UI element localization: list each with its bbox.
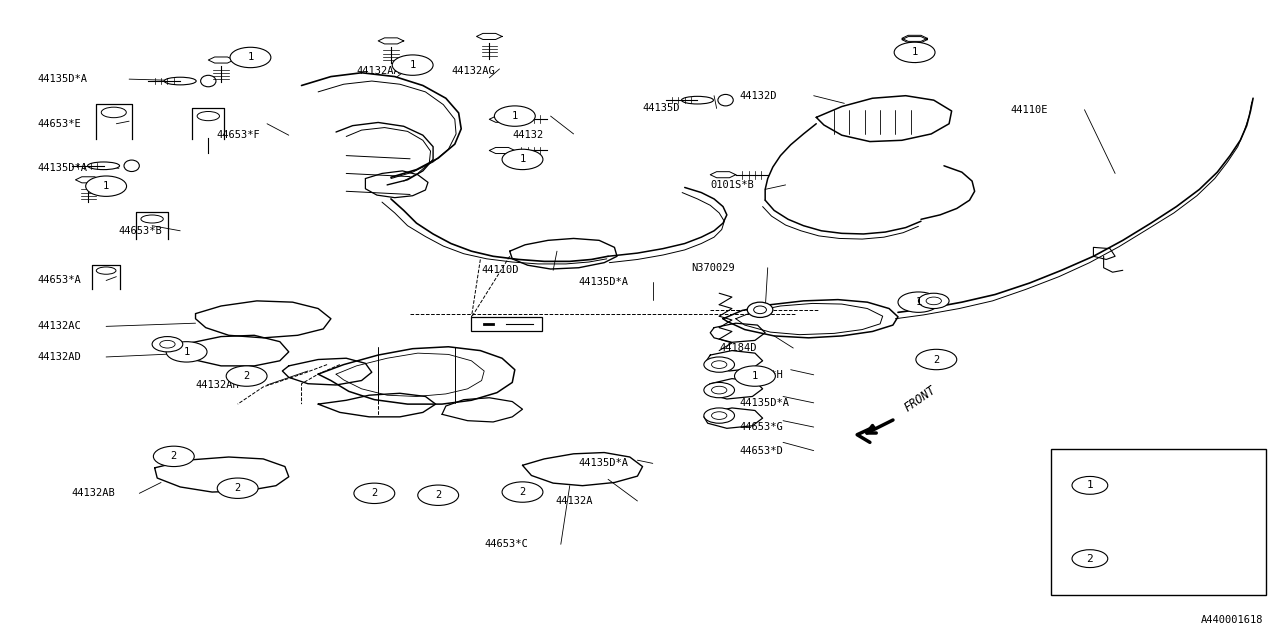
Circle shape bbox=[704, 383, 735, 397]
Text: 44110E: 44110E bbox=[1010, 105, 1048, 115]
Text: 44135D*A: 44135D*A bbox=[740, 398, 790, 408]
Circle shape bbox=[704, 357, 735, 372]
Circle shape bbox=[166, 342, 207, 362]
Ellipse shape bbox=[96, 267, 116, 275]
Text: 0101S*B: 0101S*B bbox=[710, 180, 754, 190]
Text: 1: 1 bbox=[183, 347, 189, 357]
Circle shape bbox=[502, 149, 543, 170]
Ellipse shape bbox=[101, 107, 127, 118]
Text: 44135D*A: 44135D*A bbox=[579, 458, 628, 468]
Text: 1: 1 bbox=[512, 111, 518, 121]
Text: 44135D*A: 44135D*A bbox=[37, 163, 87, 173]
Ellipse shape bbox=[201, 76, 216, 87]
Text: 2: 2 bbox=[243, 371, 250, 381]
Text: 44653*D: 44653*D bbox=[740, 445, 783, 456]
Text: 44653*B: 44653*B bbox=[119, 226, 163, 236]
Circle shape bbox=[916, 349, 956, 370]
Text: 44154: 44154 bbox=[471, 319, 503, 329]
Circle shape bbox=[895, 42, 934, 63]
Circle shape bbox=[417, 485, 458, 506]
Text: 2: 2 bbox=[234, 483, 241, 493]
Ellipse shape bbox=[718, 95, 733, 106]
Polygon shape bbox=[378, 38, 403, 44]
Text: 44132: 44132 bbox=[512, 130, 544, 140]
Circle shape bbox=[1073, 550, 1107, 568]
Text: 2: 2 bbox=[371, 488, 378, 499]
Text: 1: 1 bbox=[915, 297, 922, 307]
Circle shape bbox=[154, 446, 195, 467]
Polygon shape bbox=[489, 116, 515, 122]
Circle shape bbox=[919, 293, 948, 308]
Ellipse shape bbox=[124, 160, 140, 172]
Text: 44653*A: 44653*A bbox=[37, 275, 81, 285]
Circle shape bbox=[899, 292, 938, 312]
Ellipse shape bbox=[197, 111, 219, 121]
Text: 44110D: 44110D bbox=[481, 266, 520, 275]
Circle shape bbox=[1073, 476, 1107, 494]
Circle shape bbox=[152, 337, 183, 352]
Text: 2: 2 bbox=[435, 490, 442, 500]
Text: 44184D: 44184D bbox=[719, 343, 756, 353]
Polygon shape bbox=[76, 177, 101, 183]
Ellipse shape bbox=[748, 302, 773, 317]
Circle shape bbox=[392, 55, 433, 76]
Text: 1: 1 bbox=[911, 47, 918, 58]
Text: 44653*H: 44653*H bbox=[740, 370, 783, 380]
Text: 44135D: 44135D bbox=[643, 104, 680, 113]
Text: 44132AD: 44132AD bbox=[37, 352, 81, 362]
Text: 1: 1 bbox=[247, 52, 253, 63]
Text: 44653*C: 44653*C bbox=[484, 540, 527, 549]
Text: 1: 1 bbox=[520, 154, 526, 164]
Circle shape bbox=[86, 176, 127, 196]
Circle shape bbox=[735, 366, 776, 387]
Ellipse shape bbox=[141, 215, 164, 223]
Polygon shape bbox=[489, 147, 515, 154]
Circle shape bbox=[230, 47, 271, 68]
Text: 44132A: 44132A bbox=[556, 496, 593, 506]
Ellipse shape bbox=[87, 162, 119, 170]
Circle shape bbox=[494, 106, 535, 126]
Circle shape bbox=[218, 478, 259, 499]
Bar bbox=[1051, 449, 1266, 595]
Text: 44135D*A: 44135D*A bbox=[37, 74, 87, 84]
Text: 44132AA: 44132AA bbox=[356, 67, 401, 77]
Text: 1: 1 bbox=[102, 181, 109, 191]
Ellipse shape bbox=[681, 97, 713, 104]
Polygon shape bbox=[710, 172, 736, 178]
Circle shape bbox=[704, 408, 735, 423]
Text: 1: 1 bbox=[410, 60, 416, 70]
Circle shape bbox=[227, 366, 268, 387]
Text: 44653*F: 44653*F bbox=[216, 130, 260, 140]
Polygon shape bbox=[476, 33, 502, 40]
Ellipse shape bbox=[164, 77, 196, 85]
Text: 2: 2 bbox=[933, 355, 940, 365]
Text: 44132AH: 44132AH bbox=[196, 380, 239, 390]
Text: 44132AC: 44132AC bbox=[37, 321, 81, 332]
Polygon shape bbox=[902, 35, 928, 42]
Text: 2: 2 bbox=[1087, 554, 1093, 564]
Circle shape bbox=[353, 483, 394, 504]
Text: 44653*G: 44653*G bbox=[740, 422, 783, 432]
Text: FRONT: FRONT bbox=[902, 383, 938, 414]
Circle shape bbox=[502, 482, 543, 502]
Text: 44132AB: 44132AB bbox=[72, 488, 115, 499]
FancyBboxPatch shape bbox=[471, 317, 541, 332]
Polygon shape bbox=[209, 57, 234, 63]
Text: 44135D*A: 44135D*A bbox=[579, 276, 628, 287]
Text: 1: 1 bbox=[751, 371, 758, 381]
Text: A440001618: A440001618 bbox=[1201, 614, 1263, 625]
Text: 1: 1 bbox=[1087, 481, 1093, 490]
Polygon shape bbox=[902, 36, 928, 43]
Text: 44132AG: 44132AG bbox=[451, 67, 495, 77]
Text: 0238S: 0238S bbox=[1142, 554, 1175, 564]
Text: 44653*E: 44653*E bbox=[37, 119, 81, 129]
Text: 2: 2 bbox=[520, 487, 526, 497]
Text: 2: 2 bbox=[170, 451, 177, 461]
Text: N370029: N370029 bbox=[691, 263, 735, 273]
Text: 44132D: 44132D bbox=[740, 91, 777, 100]
Text: 0101S*A: 0101S*A bbox=[1142, 481, 1189, 490]
